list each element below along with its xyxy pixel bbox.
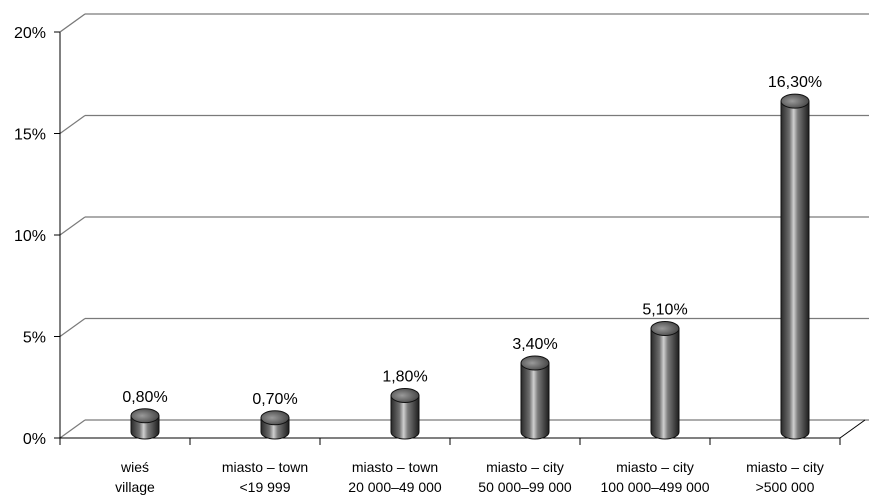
y-tick-label: 15% <box>14 127 46 144</box>
bar <box>130 408 160 440</box>
gridline-depth <box>59 318 86 337</box>
x-axis-depth <box>839 419 866 439</box>
bar-cap <box>650 320 680 336</box>
bars <box>130 93 810 440</box>
y-tick-label: 10% <box>14 228 46 245</box>
bar <box>650 320 680 440</box>
x-tick-label: miasto – town <box>352 459 438 475</box>
x-tick-label: wieś <box>120 459 149 475</box>
gridlines <box>59 13 869 439</box>
x-tick-label: 20 000–49 000 <box>348 479 442 495</box>
axes: 0% 5% 10% 15% 20% <box>14 13 866 448</box>
y-axis-depth <box>59 13 86 33</box>
x-tick-label: 100 000–499 000 <box>601 479 710 495</box>
bar-cap <box>260 410 290 426</box>
bar-body <box>390 394 420 440</box>
x-tick-label: miasto – town <box>222 459 308 475</box>
bar <box>520 355 550 440</box>
data-label: 16,30% <box>768 74 822 91</box>
labels: wieś village miasto – town <19 999 miasto – … <box>115 74 824 495</box>
bar-cap <box>130 408 160 424</box>
data-label: 5,10% <box>642 301 687 318</box>
bar-body <box>780 100 810 440</box>
bar <box>390 387 420 440</box>
y-tick-label: 0% <box>23 431 46 448</box>
gridline-depth <box>59 115 86 134</box>
x-tick-label: 50 000–99 000 <box>478 479 572 495</box>
bar-cap <box>520 355 550 371</box>
data-label: 0,80% <box>122 389 167 406</box>
x-tick-label: >500 000 <box>756 479 815 495</box>
y-tick-label: 5% <box>23 330 46 347</box>
x-tick-label: miasto – city <box>746 459 824 475</box>
data-label: 0,70% <box>252 391 297 408</box>
bar <box>780 93 810 440</box>
bar <box>260 410 290 440</box>
bar-body <box>650 327 680 440</box>
gridline-depth <box>59 419 86 439</box>
x-tick-label: <19 999 <box>240 479 291 495</box>
data-label: 3,40% <box>512 336 557 353</box>
data-label: 1,80% <box>382 368 427 385</box>
x-tick-label: miasto – city <box>486 459 564 475</box>
x-tick-label: miasto – city <box>616 459 694 475</box>
bar-cap <box>390 387 420 403</box>
y-tick-label: 20% <box>14 25 46 42</box>
bar-cap <box>780 93 810 109</box>
gridline-depth <box>59 216 86 236</box>
x-tick-label: village <box>115 479 155 495</box>
bar-body <box>520 362 550 440</box>
